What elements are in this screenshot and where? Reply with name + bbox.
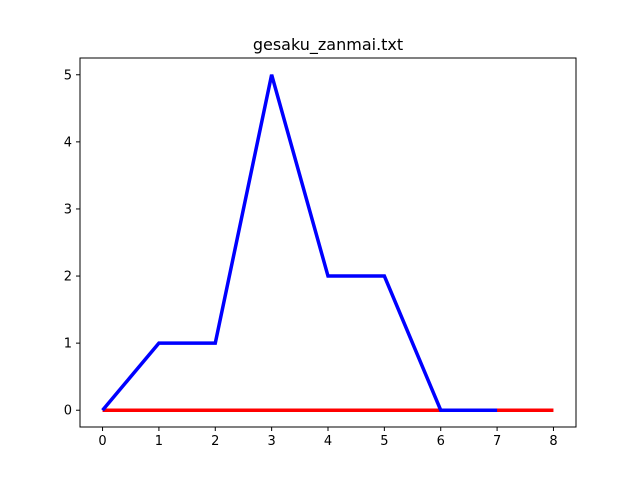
y-tick-label: 5	[64, 68, 72, 83]
x-tick-label: 0	[98, 434, 106, 449]
y-tick-label: 4	[64, 135, 72, 150]
x-tick-label: 2	[211, 434, 219, 449]
y-tick-label: 0	[64, 404, 72, 419]
axes-frame	[79, 57, 577, 428]
y-tick-label: 1	[64, 337, 72, 352]
x-tick-label: 8	[549, 434, 557, 449]
x-tick-label: 3	[267, 434, 275, 449]
y-tick-label: 3	[64, 202, 72, 217]
x-tick-label: 5	[380, 434, 388, 449]
chart-title: gesaku_zanmai.txt	[253, 35, 403, 55]
x-tick-label: 7	[493, 434, 501, 449]
plot-area: 0 1 2 3 4 5 6 7 8 0 1 2 3 4 5	[64, 68, 558, 449]
x-tick-label: 6	[437, 434, 445, 449]
x-tick-label: 4	[324, 434, 332, 449]
series-line-1	[101, 74, 498, 412]
x-tick-label: 1	[155, 434, 163, 449]
y-tick-label: 2	[64, 270, 72, 285]
